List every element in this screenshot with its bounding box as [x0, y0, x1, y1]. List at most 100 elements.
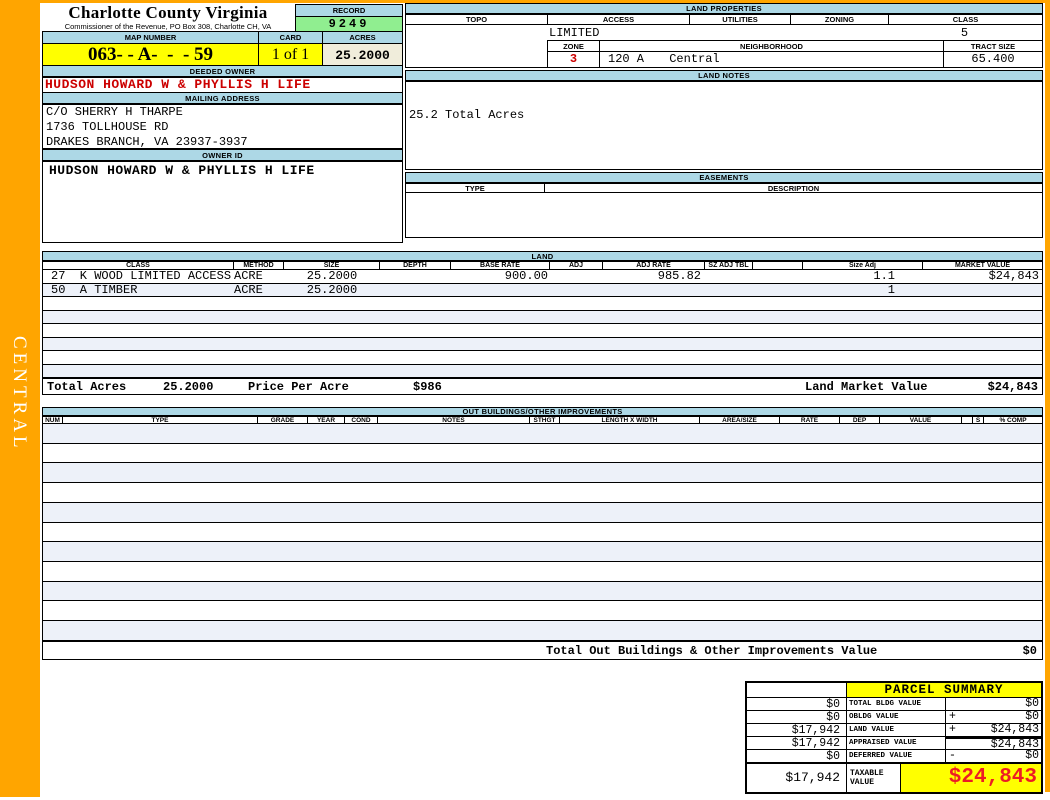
parcel-summary-header-row: PARCEL SUMMARY [747, 683, 1041, 698]
ob-col-value: VALUE [880, 417, 962, 424]
summary-left-value: $17,942 [747, 764, 847, 792]
land-col-blank [753, 262, 803, 269]
table-row [42, 324, 1043, 338]
out-buildings-header-row: NUM TYPE GRADE YEAR COND NOTES STHGT LEN… [42, 416, 1043, 424]
ob-col-rate: RATE [780, 417, 840, 424]
land-method: ACRE [234, 283, 263, 296]
land-header-row: CLASS METHOD SIZE DEPTH BASE RATE ADJ AD… [42, 261, 1043, 270]
summary-label: APPRAISED VALUE [847, 737, 946, 749]
land-market-value: $24,843 [988, 270, 1039, 283]
summary-row-land: $17,942 LAND VALUE + $24,843 [747, 724, 1041, 737]
summary-value: $0 [1025, 710, 1039, 723]
summary-opval: $0 [946, 698, 1041, 710]
land-adj-rate: 985.82 [657, 270, 701, 283]
owner-id-value: HUDSON HOWARD W & PHYLLIS H LIFE [49, 163, 315, 178]
record-box: RECORD 9249 [295, 4, 403, 32]
land-properties-value-row: LIMITED 5 [405, 25, 1043, 40]
taxable-label-line2: VALUE [850, 778, 875, 787]
summary-opval: $24,843 [946, 737, 1041, 751]
land-notes-box: 25.2 Total Acres [405, 81, 1043, 170]
taxable-value: $24,843 [901, 764, 1041, 792]
ob-col-pct-comp: % COMP [984, 417, 1042, 424]
table-row [42, 337, 1043, 351]
land-size: 25.2000 [306, 270, 358, 283]
summary-op: - [949, 749, 956, 762]
card-value: 1 of 1 [259, 44, 323, 66]
table-row: 27 K WOOD LIMITED ACCESS ACRE 25.2000 90… [42, 270, 1043, 284]
land-adj [550, 270, 603, 283]
easement-type-label: TYPE [406, 184, 545, 193]
map-number-value: 063- - A- - - 59 [43, 44, 259, 66]
land-sz-adj-tbl [705, 284, 753, 297]
neighborhood-name: Central [669, 52, 720, 66]
ob-col-sthgt: STHGT [530, 417, 560, 424]
table-row [42, 562, 1043, 582]
address-line-2: 1736 TOLLHOUSE RD [46, 120, 169, 134]
summary-left-value: $0 [747, 698, 847, 711]
land-base-rate [451, 284, 550, 297]
summary-opval: - $0 [946, 750, 1041, 762]
region-label: CENTRAL [9, 336, 30, 452]
neighborhood-label: NEIGHBORHOOD [600, 41, 944, 51]
owner-id-box: HUDSON HOWARD W & PHYLLIS H LIFE [42, 161, 403, 243]
ob-col-area-size: AREA/SIZE [700, 417, 780, 424]
land-blank [753, 270, 803, 283]
table-row [42, 621, 1043, 641]
summary-label: OBLDG VALUE [847, 711, 946, 723]
land-blank [753, 284, 803, 297]
land-adj-rate [603, 284, 705, 297]
ob-col-dep: DEP [840, 417, 880, 424]
table-row: 50 A TIMBER ACRE 25.2000 1 [42, 283, 1043, 297]
land-market-value-total: $24,843 [987, 380, 1038, 394]
parcel-summary-table: PARCEL SUMMARY $0 TOTAL BLDG VALUE $0 $0… [745, 681, 1043, 794]
summary-left-value: $17,942 [747, 737, 847, 750]
page-border-right [1045, 0, 1050, 792]
ob-col-blank [962, 417, 973, 423]
summary-opval: + $0 [946, 711, 1041, 723]
ob-col-length-width: LENGTH X WIDTH [560, 417, 700, 424]
neighborhood-code: 120 A [608, 52, 645, 66]
summary-value: $0 [1025, 749, 1039, 762]
land-notes-band: LAND NOTES [405, 70, 1043, 81]
topo-label: TOPO [406, 15, 548, 24]
summary-value: $24,843 [990, 738, 1039, 751]
zone-table-value-row: 3 120 A Central 65.400 [548, 51, 1042, 67]
easement-description-label: DESCRIPTION [545, 184, 1042, 193]
land-band: LAND [42, 251, 1043, 261]
deeded-owner-value: HUDSON HOWARD W & PHYLLIS H LIFE [42, 77, 403, 93]
table-row [42, 601, 1043, 622]
county-title: Charlotte County Virginia [68, 3, 268, 22]
summary-left-value: $0 [747, 711, 847, 724]
address-line-1: C/O SHERRY H THARPE [46, 105, 183, 119]
table-row [42, 351, 1043, 365]
land-market-value-label: Land Market Value [805, 380, 928, 394]
access-label: ACCESS [548, 15, 690, 24]
land-base-rate: 900.00 [504, 270, 548, 283]
land-col-size: SIZE [284, 262, 380, 269]
utilities-label: UTILITIES [690, 15, 791, 24]
neighborhood-value: 120 A Central [600, 52, 944, 67]
summary-op: + [949, 710, 956, 723]
ob-col-num: NUM [43, 417, 63, 424]
land-col-adj: ADJ [550, 262, 603, 269]
land-col-base-rate: BASE RATE [451, 262, 550, 269]
out-buildings-rows [42, 424, 1043, 641]
region-sidebar: CENTRAL [0, 0, 40, 797]
summary-blank-cell [747, 683, 847, 697]
county-header: Charlotte County Virginia Commissioner o… [42, 3, 294, 31]
table-row [42, 310, 1043, 324]
land-market-value [923, 284, 1042, 297]
zone-table-header-row: ZONE NEIGHBORHOOD TRACT SIZE [548, 41, 1042, 51]
table-row [42, 424, 1043, 444]
summary-row-appraised: $17,942 APPRAISED VALUE $24,843 [747, 737, 1041, 751]
summary-left-value: $17,942 [747, 724, 847, 737]
table-row [42, 502, 1043, 523]
card-label: CARD [259, 32, 323, 44]
easements-header-row: TYPE DESCRIPTION [405, 183, 1043, 193]
map-table-header-row: MAP NUMBER CARD ACRES [43, 32, 402, 44]
table-row [42, 364, 1043, 378]
total-acres-label: Total Acres [47, 380, 127, 394]
ob-col-s: S [973, 417, 984, 424]
taxable-value-label: TAXABLE VALUE [847, 764, 901, 792]
taxable-label-line1: TAXABLE [850, 769, 884, 778]
